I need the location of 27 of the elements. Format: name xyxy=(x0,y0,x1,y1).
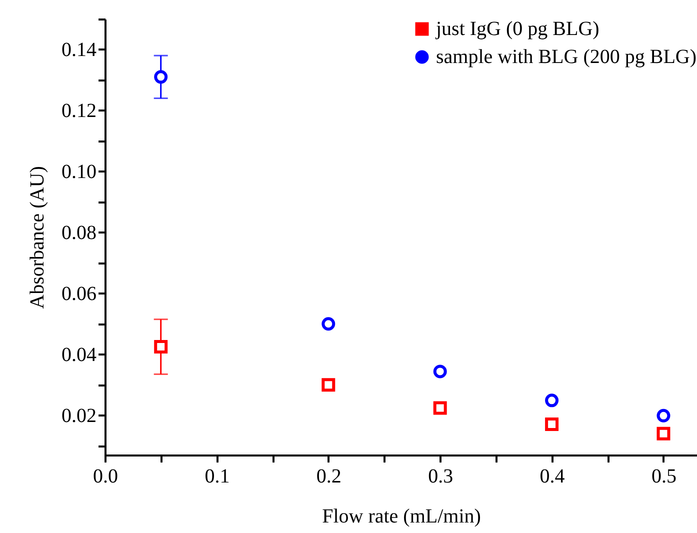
point xyxy=(656,408,670,422)
y-tick-label: 0.08 xyxy=(62,222,96,244)
x-tick-label: 0.2 xyxy=(316,466,342,488)
x-tick-label: 0.1 xyxy=(204,466,230,488)
x-axis-title: Flow rate (mL/min) xyxy=(322,506,481,528)
y-tick-label: 0.10 xyxy=(62,160,96,183)
point xyxy=(433,364,447,378)
y-tick-label: 0.02 xyxy=(62,404,96,427)
point xyxy=(154,340,168,354)
legend-label: sample with BLG (200 pg BLG) xyxy=(436,46,697,68)
point xyxy=(322,378,336,392)
y-tick-label: 0.12 xyxy=(62,100,96,122)
point xyxy=(545,417,559,431)
y-tick-label: 0.14 xyxy=(62,38,96,61)
point xyxy=(322,317,336,331)
y-tick-label: 0.04 xyxy=(62,344,96,366)
x-tick-label: 0.5 xyxy=(651,466,676,488)
point xyxy=(656,426,670,440)
legend-label: just IgG (0 pg BLG) xyxy=(435,18,600,40)
x-tick-label: 0.4 xyxy=(540,466,565,488)
point xyxy=(154,70,168,84)
y-axis-title: Absorbance (AU) xyxy=(26,166,48,309)
y-tick-label: 0.06 xyxy=(62,282,96,305)
x-tick-label: 0.3 xyxy=(428,466,454,488)
x-tick-label: 0.0 xyxy=(93,466,118,488)
point xyxy=(545,394,559,408)
point xyxy=(433,401,447,415)
